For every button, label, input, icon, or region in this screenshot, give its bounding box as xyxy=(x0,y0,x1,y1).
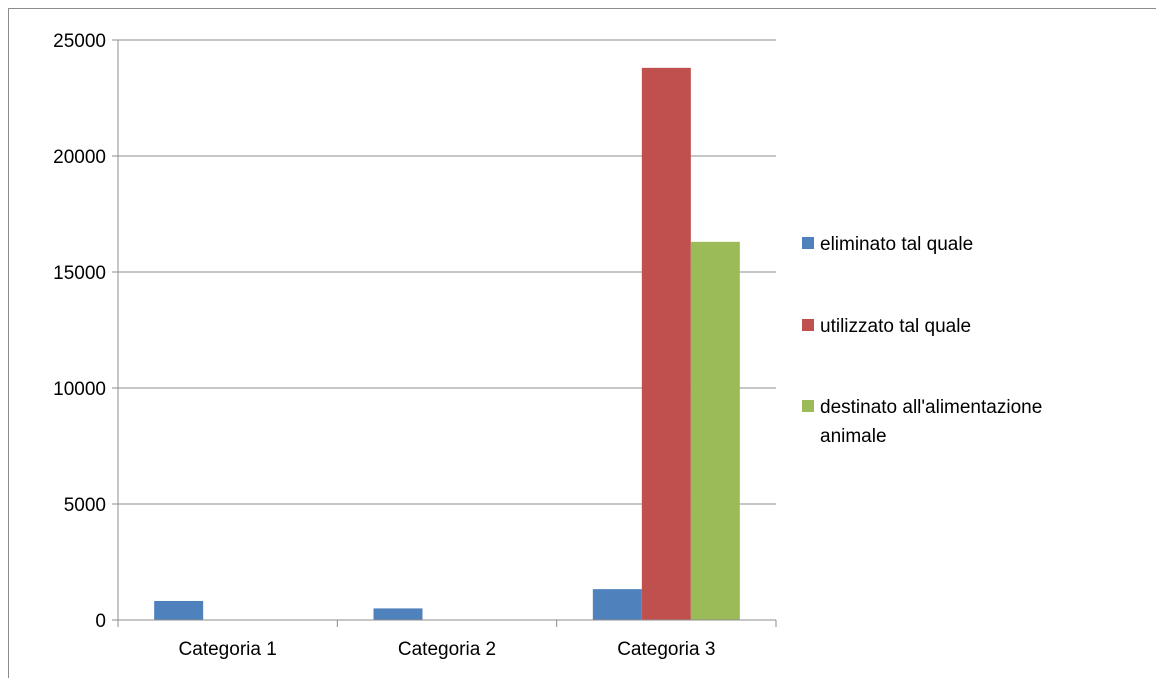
y-tick-label-20000: 20000 xyxy=(53,147,106,168)
bar-1-2 xyxy=(373,608,423,620)
chart-frame xyxy=(8,8,1156,678)
bar-2-3 xyxy=(641,67,691,621)
legend-label-3-line-1: destinato all'alimentazione xyxy=(820,397,1042,418)
y-tick-label-15000: 15000 xyxy=(53,263,106,284)
x-tick-label-1: Categoria 1 xyxy=(179,639,277,660)
bar-1-3 xyxy=(592,589,642,620)
y-tick-label-10000: 10000 xyxy=(53,379,106,400)
legend-label-1: eliminato tal quale xyxy=(820,234,973,255)
legend-label-2: utilizzato tal quale xyxy=(820,316,971,337)
legend-swatch-2 xyxy=(802,319,814,331)
bar-3-3 xyxy=(690,241,740,620)
y-tick-label-0: 0 xyxy=(95,611,106,632)
x-tick-label-2: Categoria 2 xyxy=(398,639,496,660)
y-tick-label-5000: 5000 xyxy=(64,495,106,516)
x-tick-label-3: Categoria 3 xyxy=(617,639,715,660)
legend-label-3-line-2: animale xyxy=(820,426,887,447)
y-tick-label-25000: 25000 xyxy=(53,31,106,52)
bar-1-1 xyxy=(154,600,204,620)
legend-swatch-1 xyxy=(802,237,814,249)
legend-swatch-3 xyxy=(802,400,814,412)
